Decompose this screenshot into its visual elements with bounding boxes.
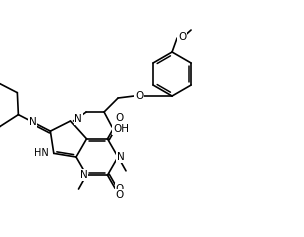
- Text: O: O: [115, 190, 123, 200]
- Text: O: O: [178, 32, 186, 42]
- Text: N: N: [74, 114, 82, 124]
- Text: OH: OH: [113, 124, 129, 134]
- Text: N: N: [29, 117, 36, 127]
- Text: N: N: [117, 152, 125, 162]
- Text: N: N: [80, 170, 87, 180]
- Text: HN: HN: [34, 148, 49, 158]
- Text: O: O: [135, 91, 143, 101]
- Text: O: O: [116, 113, 124, 123]
- Text: O: O: [116, 184, 124, 194]
